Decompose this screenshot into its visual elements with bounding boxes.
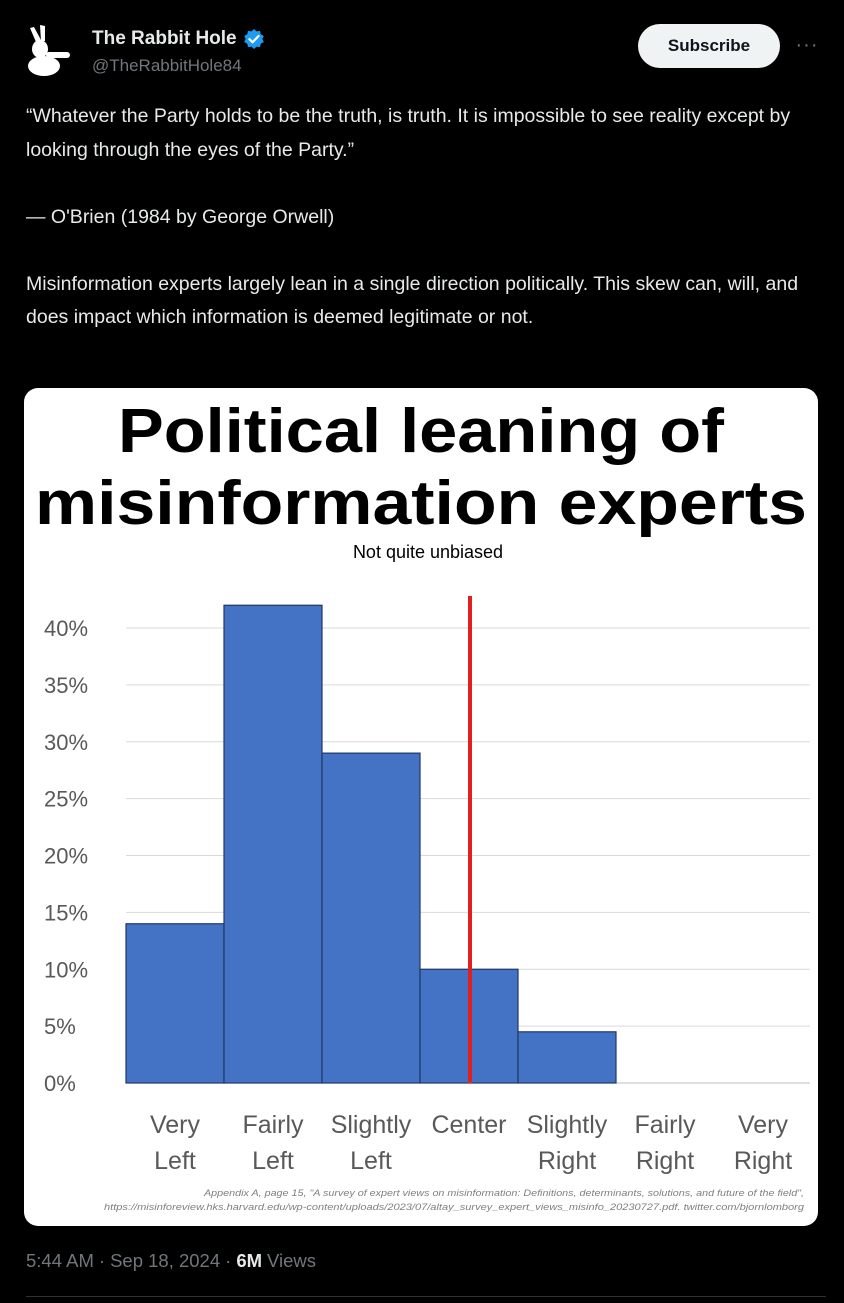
more-icon[interactable]: ···	[795, 33, 819, 56]
chart-title-line: misinformation experts	[35, 469, 807, 538]
y-tick-label: 5%	[44, 1014, 76, 1039]
chart-title-line: Political leaning of	[118, 397, 724, 466]
meta-separator: ·	[98, 1250, 106, 1271]
x-tick-label: Left	[154, 1147, 196, 1175]
x-tick-label: Right	[636, 1147, 694, 1175]
x-axis-ticks: Very Left Fairly Left Slightly Left Center Slig…	[150, 1111, 792, 1175]
post-date[interactable]: Sep 18, 2024	[110, 1250, 221, 1271]
post-header: The Rabbit Hole @TheRabbitHole84 Subscri…	[26, 22, 826, 82]
y-axis-ticks: 0% 5% 10% 15% 20% 25% 30% 35% 40%	[44, 616, 88, 1096]
y-tick-label: 15%	[44, 900, 88, 925]
subscribe-button[interactable]: Subscribe	[638, 24, 780, 68]
x-tick-label: Fairly	[242, 1111, 304, 1139]
rabbit-avatar-icon[interactable]	[26, 22, 76, 78]
source-line: https://misinforeview.hks.harvard.edu/wp…	[104, 1202, 804, 1212]
views-label: Views	[267, 1250, 317, 1271]
x-tick-label: Slightly	[331, 1111, 412, 1139]
x-tick-label: Right	[734, 1147, 792, 1175]
chart-source: Appendix A, page 15, "A survey of expert…	[104, 1188, 804, 1212]
x-tick-label: Center	[431, 1111, 506, 1139]
post-time[interactable]: 5:44 AM	[26, 1250, 94, 1271]
x-tick-label: Fairly	[634, 1111, 696, 1139]
post-text: “Whatever the Party holds to be the trut…	[26, 100, 821, 335]
chart-bars	[125, 596, 617, 1084]
x-tick-label: Right	[538, 1147, 596, 1175]
x-tick-label: Left	[252, 1147, 294, 1175]
y-tick-label: 0%	[44, 1071, 76, 1096]
source-line: Appendix A, page 15, "A survey of expert…	[203, 1188, 804, 1198]
meta-separator: ·	[225, 1250, 232, 1271]
y-tick-label: 35%	[44, 673, 88, 698]
y-tick-label: 40%	[44, 616, 88, 641]
user-handle[interactable]: @TheRabbitHole84	[92, 56, 242, 75]
x-tick-label: Slightly	[527, 1111, 608, 1139]
bar	[125, 923, 225, 1084]
chart-subtitle: Not quite unbiased	[353, 542, 503, 562]
y-tick-label: 30%	[44, 730, 88, 755]
x-tick-label: Very	[150, 1111, 201, 1139]
bar	[517, 1031, 617, 1084]
divider	[26, 1296, 826, 1297]
post-body: Misinformation experts largely lean in a…	[26, 272, 799, 329]
chart-image[interactable]: Political leaning of misinformation exper…	[24, 388, 818, 1226]
y-tick-label: 10%	[44, 957, 88, 982]
y-tick-label: 25%	[44, 787, 88, 812]
views-count: 6M	[236, 1250, 263, 1271]
post-meta: 5:44 AM · Sep 18, 2024 · 6M Views	[26, 1250, 316, 1272]
display-name[interactable]: The Rabbit Hole	[92, 28, 237, 49]
quote-line: “Whatever the Party holds to be the trut…	[26, 105, 791, 161]
quote-attribution: — O'Brien (1984 by George Orwell)	[26, 205, 335, 228]
bar	[321, 752, 421, 1084]
x-tick-label: Left	[350, 1147, 392, 1175]
verified-badge-icon	[243, 29, 264, 49]
bar	[223, 604, 323, 1084]
y-tick-label: 20%	[44, 844, 88, 869]
x-tick-label: Very	[738, 1111, 789, 1139]
